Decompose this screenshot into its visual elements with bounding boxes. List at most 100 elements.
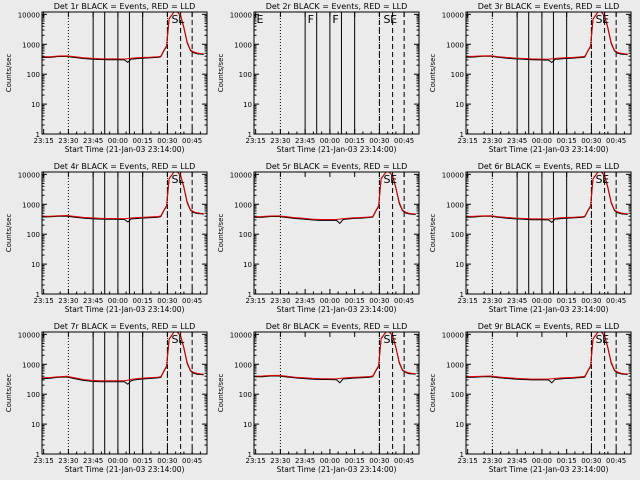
- x-tick-label: 00:45: [394, 457, 414, 465]
- x-tick-label: 00:15: [133, 457, 153, 465]
- x-axis-label: Start Time (21-Jan-03 23:14:00): [277, 145, 397, 154]
- y-tick-label: 10000: [442, 11, 464, 19]
- x-tick-label: 00:15: [345, 297, 365, 305]
- series-line-lld: [466, 12, 628, 60]
- marker-label: S: [172, 173, 179, 186]
- x-tick-label: 23:45: [295, 137, 315, 145]
- y-tick-label: 1: [460, 131, 464, 139]
- x-tick-label: 23:15: [34, 457, 54, 465]
- plot-frame: [253, 331, 420, 455]
- marker-label: S: [384, 173, 391, 186]
- x-tick-label: 00:45: [182, 457, 202, 465]
- marker-label: F: [332, 13, 338, 26]
- marker-label: L: [178, 173, 185, 186]
- x-tick-label: 00:30: [581, 457, 601, 465]
- y-tick-label: 10: [243, 261, 252, 269]
- chart-panel-6: Det 6r BLACK = Events, RED = LLD S E 1 10 100…: [429, 162, 632, 314]
- y-tick-label: 100: [239, 231, 252, 239]
- x-axis-label: Start Time (21-Jan-03 23:14:00): [65, 465, 185, 474]
- marker-label: S: [596, 333, 603, 346]
- x-tick-label: 23:15: [246, 137, 266, 145]
- x-tick-label: 00:15: [557, 297, 577, 305]
- y-tick-label: 10: [243, 101, 252, 109]
- x-tick-label: 00:00: [320, 297, 340, 305]
- y-tick-label: 10000: [442, 171, 464, 179]
- y-tick-label: 100: [239, 71, 252, 79]
- chart-panel-7: Det 7r BLACK = Events, RED = LLD S L 1 10 100…: [5, 322, 208, 474]
- marker-label: L: [178, 13, 185, 26]
- y-axis-label: Counts/sec: [5, 54, 13, 93]
- plot-frame: [253, 171, 420, 295]
- x-tick-label: 00:00: [532, 297, 552, 305]
- x-tick-label: 00:45: [182, 137, 202, 145]
- marker-label: E: [602, 333, 609, 346]
- y-tick-label: 10: [455, 101, 464, 109]
- chart-title: Det 2r BLACK = Events, RED = LLD: [266, 2, 408, 11]
- x-tick-label: 00:30: [157, 297, 177, 305]
- x-tick-label: 00:45: [606, 137, 626, 145]
- x-tick-label: 00:00: [108, 137, 128, 145]
- plot-frame: [41, 11, 208, 135]
- x-tick-label: 23:15: [34, 137, 54, 145]
- series-line-lld: [254, 332, 416, 380]
- x-tick-label: 00:15: [557, 137, 577, 145]
- y-tick-label: 1000: [22, 361, 40, 369]
- marker-label: L: [178, 333, 185, 346]
- x-tick-label: 00:15: [345, 457, 365, 465]
- series-line-lld: [42, 12, 204, 60]
- x-tick-label: 00:45: [182, 297, 202, 305]
- marker-label: E: [390, 333, 397, 346]
- marker-label: S: [384, 13, 391, 26]
- chart-panel-8: Det 8r BLACK = Events, RED = LLD S E 1 10 100…: [217, 322, 420, 474]
- y-tick-label: 10000: [230, 331, 252, 339]
- y-tick-label: 100: [451, 391, 464, 399]
- x-tick-label: 23:30: [270, 137, 290, 145]
- y-tick-label: 10000: [442, 331, 464, 339]
- x-tick-label: 00:15: [557, 457, 577, 465]
- marker-label: S: [384, 333, 391, 346]
- series-line-lld: [42, 332, 204, 382]
- chart-title: Det 5r BLACK = Events, RED = LLD: [266, 162, 408, 171]
- y-tick-label: 10: [455, 261, 464, 269]
- y-tick-label: 1: [248, 451, 252, 459]
- chart-panel-1: Det 1r BLACK = Events, RED = LLD S L 1 10 100…: [5, 2, 208, 154]
- y-tick-label: 100: [451, 71, 464, 79]
- x-tick-label: 23:30: [482, 137, 502, 145]
- x-tick-label: 00:00: [108, 457, 128, 465]
- x-axis-label: Start Time (21-Jan-03 23:14:00): [489, 305, 609, 314]
- chart-title: Det 8r BLACK = Events, RED = LLD: [266, 322, 408, 331]
- x-tick-label: 23:15: [34, 297, 54, 305]
- marker-label: S: [596, 13, 603, 26]
- y-tick-label: 10000: [18, 11, 40, 19]
- chart-title: Det 6r BLACK = Events, RED = LLD: [478, 162, 620, 171]
- y-axis-label: Counts/sec: [429, 214, 437, 253]
- x-tick-label: 23:45: [83, 457, 103, 465]
- marker-label: E: [602, 173, 609, 186]
- x-tick-label: 00:00: [532, 137, 552, 145]
- marker-label: F: [308, 13, 314, 26]
- y-tick-label: 10000: [18, 171, 40, 179]
- y-tick-label: 1: [460, 451, 464, 459]
- y-tick-label: 1000: [22, 41, 40, 49]
- chart-title: Det 1r BLACK = Events, RED = LLD: [54, 2, 196, 11]
- y-tick-label: 10: [31, 101, 40, 109]
- marker-label: S: [596, 173, 603, 186]
- plot-frame: [253, 11, 420, 135]
- x-tick-label: 23:30: [58, 137, 78, 145]
- x-axis-label: Start Time (21-Jan-03 23:14:00): [277, 305, 397, 314]
- marker-label: E: [390, 173, 397, 186]
- x-tick-label: 23:15: [458, 137, 478, 145]
- x-tick-label: 00:45: [394, 137, 414, 145]
- x-tick-label: 23:45: [507, 137, 527, 145]
- plot-frame: [465, 331, 632, 455]
- marker-label: E: [256, 13, 263, 26]
- chart-panel-4: Det 4r BLACK = Events, RED = LLD S L 1 10 100…: [5, 162, 208, 314]
- y-tick-label: 1000: [22, 201, 40, 209]
- x-tick-label: 23:30: [58, 457, 78, 465]
- x-tick-label: 00:30: [369, 137, 389, 145]
- y-tick-label: 100: [27, 391, 40, 399]
- x-tick-label: 23:15: [458, 457, 478, 465]
- x-tick-label: 23:45: [295, 297, 315, 305]
